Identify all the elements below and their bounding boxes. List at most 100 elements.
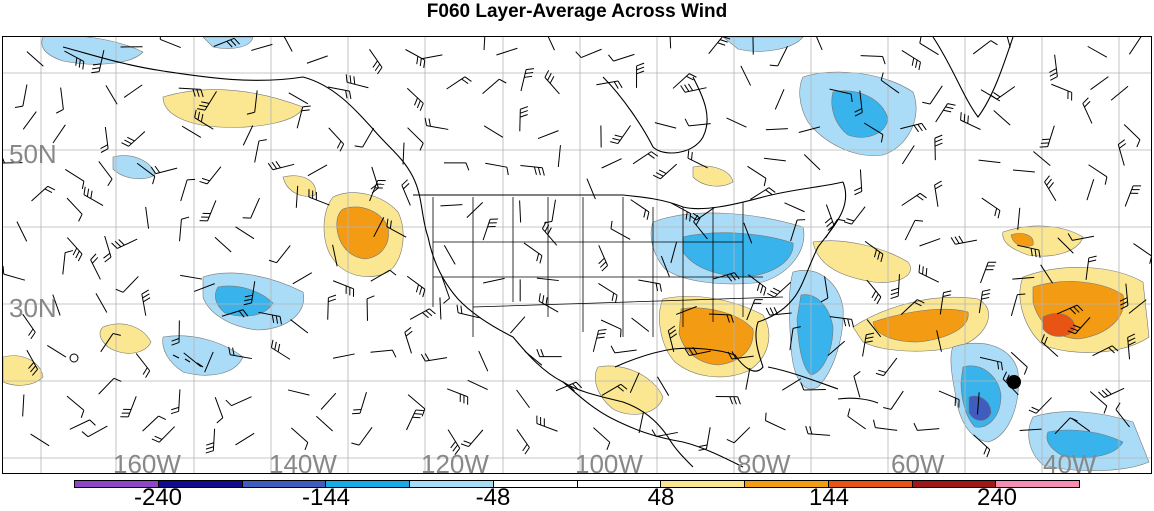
caribbean-islands xyxy=(767,366,879,404)
wind-barb xyxy=(354,127,375,148)
colorbar-segment xyxy=(492,481,577,487)
us-east-coast xyxy=(614,181,847,372)
wind-barb xyxy=(610,345,637,354)
wind-barb xyxy=(242,125,254,146)
wind-barb xyxy=(483,37,486,51)
wind-barb xyxy=(123,84,143,98)
wind-barb xyxy=(544,70,560,95)
colorbar-segment xyxy=(75,481,158,487)
wind-barb xyxy=(351,427,373,446)
wind-barb xyxy=(913,422,940,431)
wind-barb xyxy=(66,237,83,262)
wind-barb xyxy=(287,389,310,396)
wind-barb xyxy=(934,134,943,161)
wind-barb xyxy=(596,80,623,89)
wind-barb xyxy=(150,165,178,175)
wind-barb xyxy=(440,204,463,207)
wind-barb xyxy=(485,162,509,176)
wind-barb xyxy=(919,37,939,56)
wind-barb xyxy=(973,434,991,458)
wind-barb xyxy=(752,37,754,55)
wind-barb xyxy=(352,392,367,415)
wind-barb xyxy=(181,125,202,138)
wind-barb xyxy=(180,178,196,202)
wind-barb xyxy=(406,275,426,298)
wind-barb xyxy=(235,226,255,240)
wind-barb xyxy=(827,340,846,356)
wind-barb xyxy=(327,86,352,100)
wind-barb xyxy=(520,68,535,92)
wind-barb xyxy=(575,48,602,59)
wind-barb xyxy=(308,189,330,206)
wind-barb xyxy=(516,389,530,409)
colorbar-label-neg240: -240 xyxy=(133,484,183,511)
wind-barb xyxy=(447,429,461,455)
wind-barb xyxy=(1133,243,1151,264)
wind-barb xyxy=(537,130,559,140)
colorbar-label-240: 240 xyxy=(976,484,1018,511)
wind-barb xyxy=(847,408,867,430)
wind-barb xyxy=(784,202,805,213)
wind-barb xyxy=(608,53,635,62)
wind-barb xyxy=(254,139,267,163)
wind-barb xyxy=(1010,351,1028,375)
wind-barb xyxy=(197,91,217,111)
wind-barb xyxy=(283,37,293,52)
wind-barb xyxy=(47,345,67,358)
wind-barb xyxy=(467,379,488,391)
wind-barb xyxy=(774,89,785,110)
wind-barb xyxy=(370,349,397,358)
wind-barb xyxy=(290,319,309,334)
wind-barb xyxy=(750,187,776,200)
wind-barb xyxy=(64,50,85,70)
wind-barb xyxy=(316,415,333,432)
wind-barb xyxy=(466,202,484,219)
wind-barb xyxy=(66,395,85,419)
wind-barb xyxy=(142,415,167,432)
us-canada-border xyxy=(413,181,844,210)
map-canvas xyxy=(3,37,1151,473)
wind-barb xyxy=(860,55,886,65)
wind-barbs xyxy=(3,37,1151,458)
colorbar-label-neg48: -48 xyxy=(475,484,511,511)
wind-barb xyxy=(482,218,499,241)
colorbar-segment xyxy=(744,481,828,487)
wind-barb xyxy=(22,313,36,340)
wind-barb xyxy=(763,157,786,162)
wind-barb xyxy=(520,164,545,176)
wind-barb xyxy=(765,412,786,431)
wind-barb xyxy=(708,313,734,323)
wind-barb xyxy=(3,157,23,164)
wind-barb xyxy=(296,105,311,129)
wind-barb xyxy=(638,411,645,434)
anomaly-shading xyxy=(3,37,1150,471)
wind-barb xyxy=(803,154,821,171)
wind-barb xyxy=(62,250,73,275)
wind-barb xyxy=(292,272,313,285)
wind-barb xyxy=(483,277,505,284)
wind-barb xyxy=(460,429,484,448)
colorbar-label-neg144: -144 xyxy=(301,484,351,511)
wind-barb xyxy=(83,186,104,207)
lon-label-160w: 160W xyxy=(113,449,181,474)
wind-barb xyxy=(91,50,105,74)
wind-barb xyxy=(332,353,355,359)
wind-barb xyxy=(424,117,449,130)
wind-barb xyxy=(652,163,678,180)
lon-label-60w: 60W xyxy=(891,449,945,474)
wind-barb xyxy=(370,269,397,282)
wind-barb xyxy=(743,222,753,244)
wind-barb xyxy=(1098,387,1125,398)
wind-barb xyxy=(936,330,942,352)
wind-barb xyxy=(135,353,151,378)
wind-barb xyxy=(854,90,863,117)
wind-barb xyxy=(205,428,216,454)
wind-barb xyxy=(922,85,943,105)
wind-barb xyxy=(26,51,44,67)
wind-barb xyxy=(726,426,751,444)
wind-barb xyxy=(95,293,108,313)
wind-barb xyxy=(69,419,96,430)
wind-barb xyxy=(52,294,61,316)
colorbar-segment xyxy=(995,481,1079,487)
wind-barb xyxy=(456,304,480,319)
